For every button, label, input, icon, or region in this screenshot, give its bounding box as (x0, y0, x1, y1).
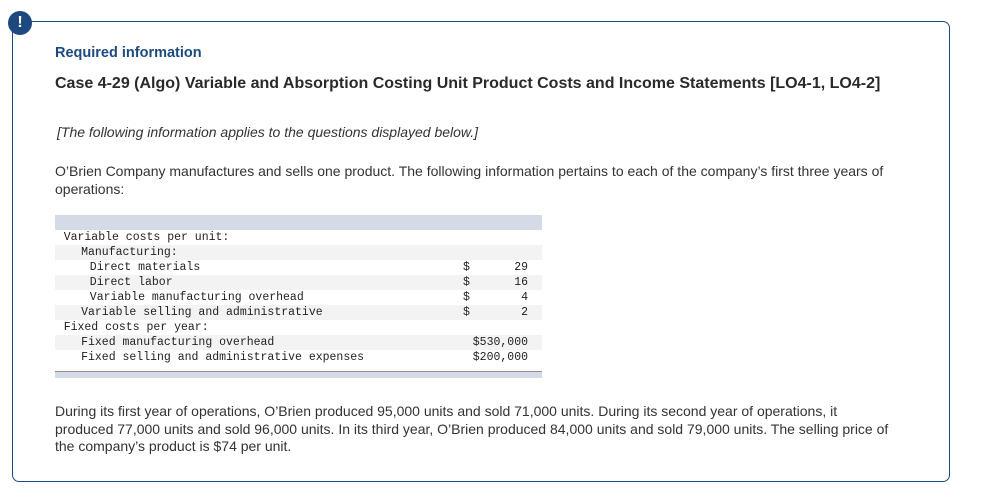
table-row: Direct materials $29 (55, 260, 542, 275)
row-label: Fixed costs per year: (63, 321, 209, 334)
row-label: Variable costs per unit: (63, 231, 230, 244)
row-amount: 2 (521, 306, 528, 319)
instruction-note: [The following information applies to th… (57, 124, 479, 140)
intro-paragraph: O’Brien Company manufactures and sells o… (55, 163, 884, 197)
table-header-band (55, 215, 542, 230)
table-row: Variable costs per unit: (55, 230, 542, 245)
row-amount: $200,000 (472, 351, 528, 364)
table-row: Variable manufacturing overhead $4 (55, 290, 542, 305)
table-row: Fixed costs per year: (55, 320, 542, 335)
row-currency: $ (463, 261, 470, 274)
row-currency: $ (463, 291, 470, 304)
row-amount: 16 (514, 276, 528, 289)
row-label: Manufacturing: (81, 246, 178, 259)
table-footer-band (55, 371, 542, 378)
case-title: Case 4-29 (Algo) Variable and Absorption… (55, 75, 881, 92)
row-label: Direct labor (89, 276, 173, 289)
table-row: Fixed selling and administrative expense… (55, 350, 542, 365)
table-row: Direct labor $16 (55, 275, 542, 290)
exclamation-icon: ! (8, 11, 32, 35)
row-label: Fixed manufacturing overhead (81, 336, 275, 349)
row-label: Fixed selling and administrative expense… (81, 351, 365, 364)
row-label: Variable selling and administrative (81, 306, 323, 319)
cost-data-table: Variable costs per unit: Manufacturing: Di… (55, 215, 542, 378)
required-information-card (12, 21, 950, 482)
production-sales-paragraph: During its first year of operations, O’B… (55, 403, 889, 454)
row-amount: 4 (521, 291, 528, 304)
table-row: Manufacturing: (55, 245, 542, 260)
row-currency: $ (463, 276, 470, 289)
required-information-heading: Required information (55, 45, 202, 61)
table-row: Variable selling and administrative $2 (55, 305, 542, 320)
row-label: Direct materials (89, 261, 201, 274)
table-row: Fixed manufacturing overhead $530,000 (55, 335, 542, 350)
row-label: Variable manufacturing overhead (89, 291, 304, 304)
row-amount: 29 (514, 261, 528, 274)
row-amount: $530,000 (472, 336, 528, 349)
row-currency: $ (463, 306, 470, 319)
